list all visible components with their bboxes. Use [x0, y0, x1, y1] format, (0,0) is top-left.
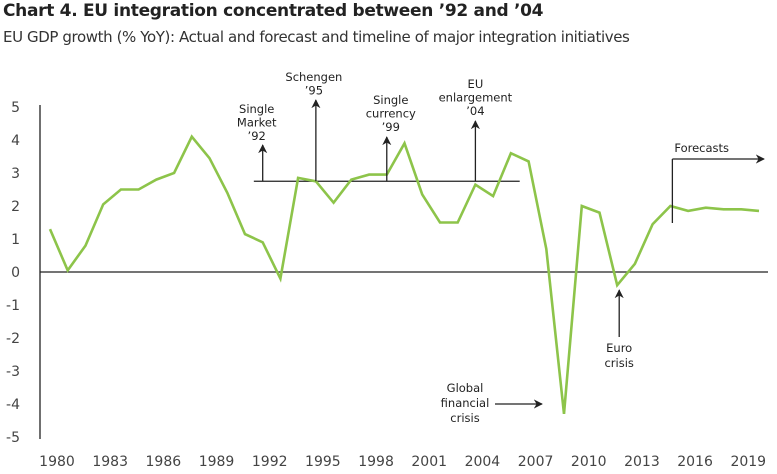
annotation-label: Single	[373, 93, 408, 107]
y-tick-label: 5	[11, 100, 20, 116]
series-layer	[48, 134, 760, 415]
x-tick-label: 2001	[411, 454, 447, 470]
y-tick-label: -5	[6, 430, 20, 446]
annotation-label: ’95	[305, 84, 323, 98]
annotation-label: Single	[239, 102, 274, 116]
x-axis: 1980 1983 1986 1989 1992 1995 1998 2001 2004 2007…	[39, 271, 768, 470]
annotation-label: enlargement	[439, 91, 513, 105]
annotation-label: Euro	[606, 341, 632, 355]
series-line-gdp-growth	[48, 134, 760, 415]
chart-title: Chart 4. EU integration concentrated bet…	[3, 1, 544, 21]
y-tick-label: -4	[6, 397, 20, 413]
y-tick-label: 0	[11, 265, 20, 281]
x-tick-label: 1980	[39, 454, 75, 470]
y-axis: 5 4 3 2 1 0 -1 -2 -3 -4 -5	[6, 100, 41, 446]
x-tick-label: 2016	[677, 454, 713, 470]
x-tick-label: 1989	[199, 454, 235, 470]
x-tick-label: 1998	[358, 454, 394, 470]
annotations-layer: SingleMarket’92Schengen’95Singlecurrency…	[237, 70, 765, 425]
x-tick-label: 1995	[305, 454, 341, 470]
annotation-label: EU	[468, 77, 484, 91]
annotation-label: ’99	[382, 120, 400, 134]
x-tick-label: 2007	[518, 454, 554, 470]
annotation-label: crisis	[450, 411, 479, 425]
y-tick-label: 3	[11, 166, 20, 182]
x-tick-label: 2013	[624, 454, 660, 470]
x-tick-label: 2004	[465, 454, 501, 470]
y-tick-label: -2	[6, 331, 20, 347]
annotation-label: ’92	[248, 129, 266, 143]
x-tick-label: 2019	[730, 454, 766, 470]
y-tick-label: 1	[11, 232, 20, 248]
chart-subtitle: EU GDP growth (% YoY): Actual and foreca…	[3, 28, 630, 46]
y-tick-label: -3	[6, 364, 20, 380]
x-tick-label: 1983	[92, 454, 128, 470]
annotation-label: crisis	[604, 356, 633, 370]
annotation-label: currency	[366, 107, 416, 121]
annotation-label: Schengen	[285, 70, 342, 84]
y-tick-label: 2	[11, 199, 20, 215]
annotation-label: Forecasts	[674, 141, 729, 155]
y-tick-label: -1	[6, 298, 20, 314]
annotation-label: Global	[447, 381, 484, 395]
annotation-label: Market	[237, 116, 277, 130]
x-tick-label: 1986	[146, 454, 182, 470]
annotation-label: ’04	[466, 104, 484, 118]
x-tick-label: 2010	[571, 454, 607, 470]
y-tick-label: 4	[11, 133, 20, 149]
annotation-label: financial	[441, 396, 490, 410]
x-tick-label: 1992	[252, 454, 288, 470]
